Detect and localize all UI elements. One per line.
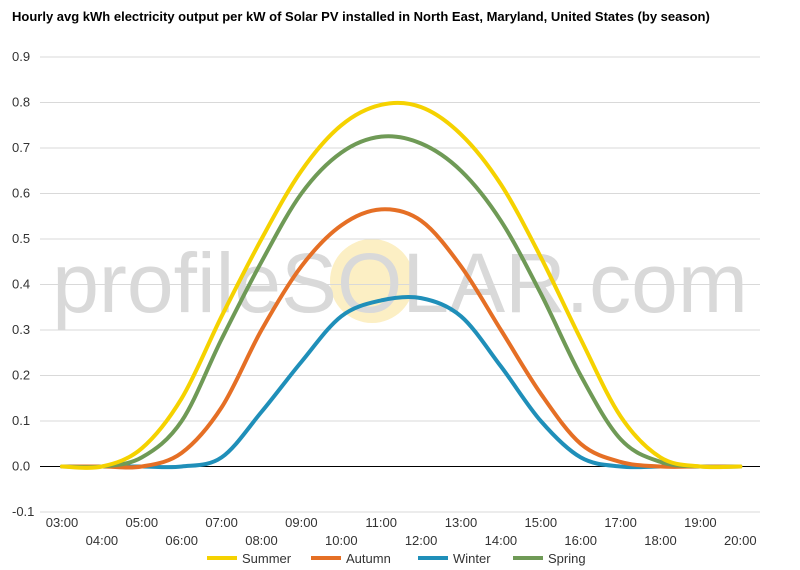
x-tick-label: 16:00 <box>564 533 597 548</box>
series-line-spring <box>60 134 743 470</box>
legend-label: Summer <box>242 551 292 566</box>
series-line-summer <box>60 100 743 470</box>
legend-item-autumn[interactable]: Autumn <box>311 551 391 566</box>
x-tick-label: 03:00 <box>46 515 79 530</box>
y-tick-label: 0.6 <box>12 186 30 201</box>
watermark: profileSOLAR.com <box>52 236 748 330</box>
y-tick-label: 0.5 <box>12 231 30 246</box>
y-tick-label: 0.9 <box>12 49 30 64</box>
legend-item-winter[interactable]: Winter <box>418 551 491 566</box>
y-axis: -0.1 0.0 0.1 0.2 0.3 0.4 0.5 0.6 0.7 0.8 0.9 <box>12 49 34 519</box>
x-tick-label: 05:00 <box>126 515 159 530</box>
legend-label: Winter <box>453 551 491 566</box>
watermark-text: profileSOLAR.com <box>52 236 748 330</box>
x-tick-label: 08:00 <box>245 533 278 548</box>
x-tick-label: 04:00 <box>86 533 119 548</box>
y-tick-label: 0.7 <box>12 140 30 155</box>
legend-label: Autumn <box>346 551 391 566</box>
chart-title: Hourly avg kWh electricity output per kW… <box>12 9 710 24</box>
legend-label: Spring <box>548 551 586 566</box>
y-tick-label: 0.4 <box>12 277 30 292</box>
series-line-autumn <box>60 207 743 470</box>
x-tick-label: 15:00 <box>525 515 558 530</box>
x-tick-label: 14:00 <box>485 533 518 548</box>
x-axis: 03:00 04:00 05:00 06:00 07:00 08:00 09:00 10:00… <box>46 515 757 548</box>
legend-item-summer[interactable]: Summer <box>207 551 292 566</box>
x-tick-label: 09:00 <box>285 515 318 530</box>
legend: Summer Autumn Winter Spring <box>207 551 586 566</box>
y-tick-label: 0.0 <box>12 459 30 474</box>
series-line-winter <box>60 294 743 470</box>
y-tick-label: 0.8 <box>12 95 30 110</box>
x-tick-label: 11:00 <box>365 515 397 530</box>
x-tick-label: 06:00 <box>165 533 198 548</box>
x-tick-label: 13:00 <box>445 515 478 530</box>
watermark-sun <box>330 239 414 323</box>
y-tick-label: 0.3 <box>12 322 30 337</box>
series-lines <box>60 100 743 470</box>
y-tick-label: -0.1 <box>12 504 34 519</box>
x-tick-label: 10:00 <box>325 533 358 548</box>
x-tick-label: 19:00 <box>684 515 717 530</box>
legend-item-spring[interactable]: Spring <box>513 551 586 566</box>
x-tick-label: 07:00 <box>205 515 238 530</box>
x-tick-label: 12:00 <box>405 533 438 548</box>
x-tick-label: 18:00 <box>644 533 677 548</box>
x-tick-label: 17:00 <box>604 515 637 530</box>
y-tick-label: 0.1 <box>12 413 30 428</box>
x-tick-label: 20:00 <box>724 533 757 548</box>
y-tick-label: 0.2 <box>12 368 30 383</box>
